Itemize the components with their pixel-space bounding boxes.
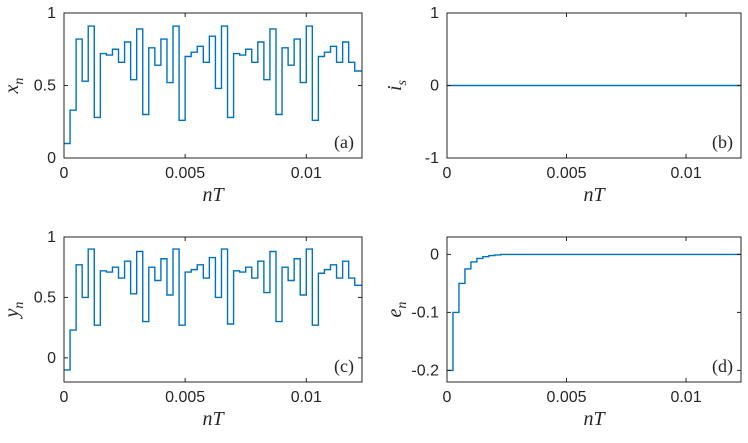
x-tick-label: 0.005 <box>165 165 205 182</box>
x-axis-label: nT <box>583 184 606 206</box>
x-tick-label: 0.01 <box>670 165 701 182</box>
x-tick-label: 0 <box>443 389 452 406</box>
panel-label: (c) <box>334 356 354 377</box>
y-tick-label: 1 <box>47 229 56 246</box>
y-axis-label-base: e <box>384 308 406 317</box>
panel-label: (b) <box>712 132 733 153</box>
y-tick-label: 0.5 <box>34 289 56 306</box>
axes-frame <box>63 12 363 159</box>
y-axis-label: is <box>384 79 410 91</box>
y-tick-label: 0 <box>430 246 439 263</box>
x-tick-label: 0.01 <box>291 389 322 406</box>
y-axis-label-subscript: n <box>12 302 27 309</box>
x-tick-label: 0.005 <box>165 389 205 406</box>
panel-a: 0 0.005 0.01 0 0.5 1 nT xn (a) <box>1 5 363 206</box>
x-axis-label: nT <box>202 184 225 206</box>
y-tick-label: -1 <box>425 150 439 167</box>
y-tick-label: 1 <box>47 5 56 22</box>
y-axis-label: yn <box>1 302 27 320</box>
x-axis-label: nT <box>202 408 225 430</box>
y-axis-label-subscript: n <box>12 78 27 85</box>
panel-d: 0 0.005 0.01 -0.2 -0.1 0 nT en (d) <box>384 236 742 430</box>
series-line <box>447 253 741 372</box>
y-axis-label-base: y <box>1 308 23 319</box>
x-tick-label: 0.01 <box>291 165 322 182</box>
y-tick-label: 1 <box>430 5 439 22</box>
series-line <box>64 25 362 145</box>
y-tick-label: 0 <box>47 350 56 367</box>
y-tick-label: 0 <box>430 78 439 95</box>
y-axis-label-base: x <box>1 84 23 94</box>
x-tick-label: 0 <box>60 165 69 182</box>
y-axis-label-subscript: n <box>395 302 410 309</box>
x-tick-label: 0.005 <box>546 165 586 182</box>
y-axis-label: xn <box>1 78 27 95</box>
y-tick-label: 0.5 <box>34 78 56 95</box>
x-axis-label: nT <box>583 408 606 430</box>
y-axis-label-base: i <box>384 85 406 91</box>
panel-c: 0 0.005 0.01 0 0.5 1 nT yn (c) <box>1 229 363 430</box>
panel-label: (d) <box>712 356 733 377</box>
x-tick-label: 0 <box>443 165 452 182</box>
x-tick-label: 0.01 <box>670 389 701 406</box>
x-tick-label: 0 <box>60 389 69 406</box>
series-line <box>64 248 362 371</box>
y-tick-label: -0.1 <box>411 304 439 321</box>
x-tick-label: 0.005 <box>546 389 586 406</box>
y-tick-label: 0 <box>47 150 56 167</box>
axes-frame <box>446 236 742 383</box>
axes-frame <box>63 236 363 383</box>
y-axis-label: en <box>384 302 410 318</box>
panel-label: (a) <box>334 132 354 153</box>
y-axis-label-subscript: s <box>395 79 410 85</box>
y-tick-label: -0.2 <box>411 362 439 379</box>
